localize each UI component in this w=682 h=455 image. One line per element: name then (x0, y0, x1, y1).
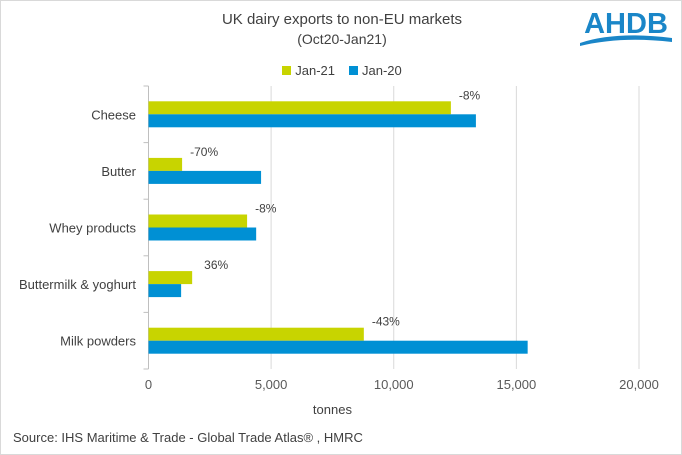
legend: Jan-21 Jan-20 (1, 63, 681, 78)
chart-subtitle: (Oct20-Jan21) (297, 31, 387, 47)
plot-area: 0 5,000 10,000 15,000 20,000 Cheese -8% Butter -… (19, 85, 659, 417)
data-label: -8% (459, 88, 481, 102)
category-label: Whey products (49, 221, 136, 236)
svg-text:AHDB: AHDB (584, 8, 668, 40)
data-label: -8% (255, 202, 277, 216)
x-tick-label: 5,000 (255, 377, 288, 392)
bar-jan-21 (148, 157, 183, 171)
bar-jan-20 (148, 114, 476, 128)
legend-label: Jan-20 (362, 63, 402, 78)
category-label: Cheese (91, 107, 136, 122)
bar-jan-20 (148, 340, 528, 354)
category-label: Milk powders (60, 334, 136, 349)
ahdb-logo: AHDB (576, 5, 676, 54)
x-tick-label: 10,000 (374, 377, 414, 392)
data-label: 36% (204, 258, 228, 272)
x-tick-label: 20,000 (619, 377, 659, 392)
bar-jan-20 (148, 170, 262, 184)
x-axis-title: tonnes (313, 402, 353, 417)
bar-jan-21 (148, 271, 193, 285)
bar-jan-20 (148, 227, 257, 241)
category-label: Buttermilk & yoghurt (19, 277, 136, 292)
category-label: Butter (101, 164, 136, 179)
source-note: Source: IHS Maritime & Trade - Global Tr… (13, 430, 363, 445)
legend-item-jan-21: Jan-21 (282, 63, 335, 78)
x-tick-label: 0 (145, 377, 152, 392)
bar-jan-20 (148, 284, 182, 298)
data-label: -70% (190, 145, 218, 159)
bar-jan-21 (148, 101, 451, 115)
legend-label: Jan-21 (295, 63, 335, 78)
legend-swatch (282, 66, 292, 75)
chart-title: UK dairy exports to non-EU markets (221, 11, 463, 28)
legend-item-jan-20: Jan-20 (349, 63, 402, 78)
x-tick-label: 15,000 (496, 377, 536, 392)
bar-jan-21 (148, 214, 248, 228)
bar-jan-21 (148, 327, 364, 341)
data-label: -43% (372, 315, 400, 329)
legend-swatch (349, 66, 358, 75)
